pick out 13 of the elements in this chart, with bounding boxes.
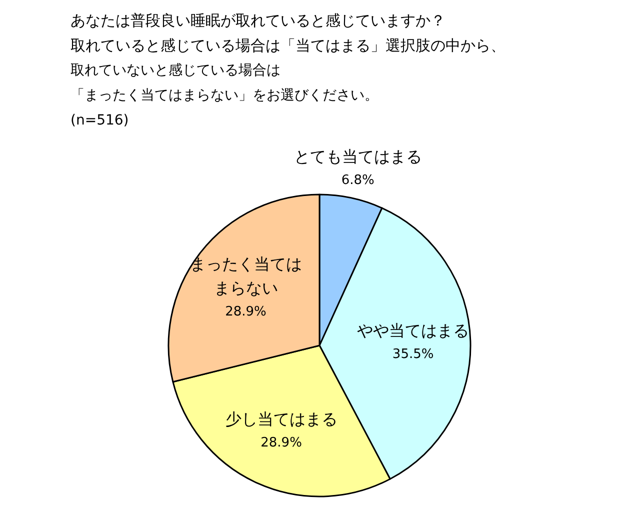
chart-title: あなたは普段良い睡眠が取れていると感じていますか？ (70, 12, 446, 30)
slice-label: 少し当てはまる (225, 409, 338, 428)
chart-subtitle: 取れていると感じている場合は「当てはまる」選択肢の中から、 (70, 36, 506, 54)
text: (n=516) (70, 112, 129, 128)
data-label: 28.9% (225, 304, 266, 320)
slice-label: まったく当てはまらない (190, 254, 302, 298)
data-label: 6.8% (341, 172, 374, 188)
slice-label: やや当てはまる (357, 321, 470, 340)
slice-label: とても当てはまる (294, 146, 422, 166)
text: 「まったく当てはまらない」をお選びください。 (70, 88, 378, 104)
text: 取れていないと感じている場合は (70, 62, 280, 78)
data-label: 28.9% (260, 435, 302, 450)
data-label: 35.5% (392, 347, 434, 362)
